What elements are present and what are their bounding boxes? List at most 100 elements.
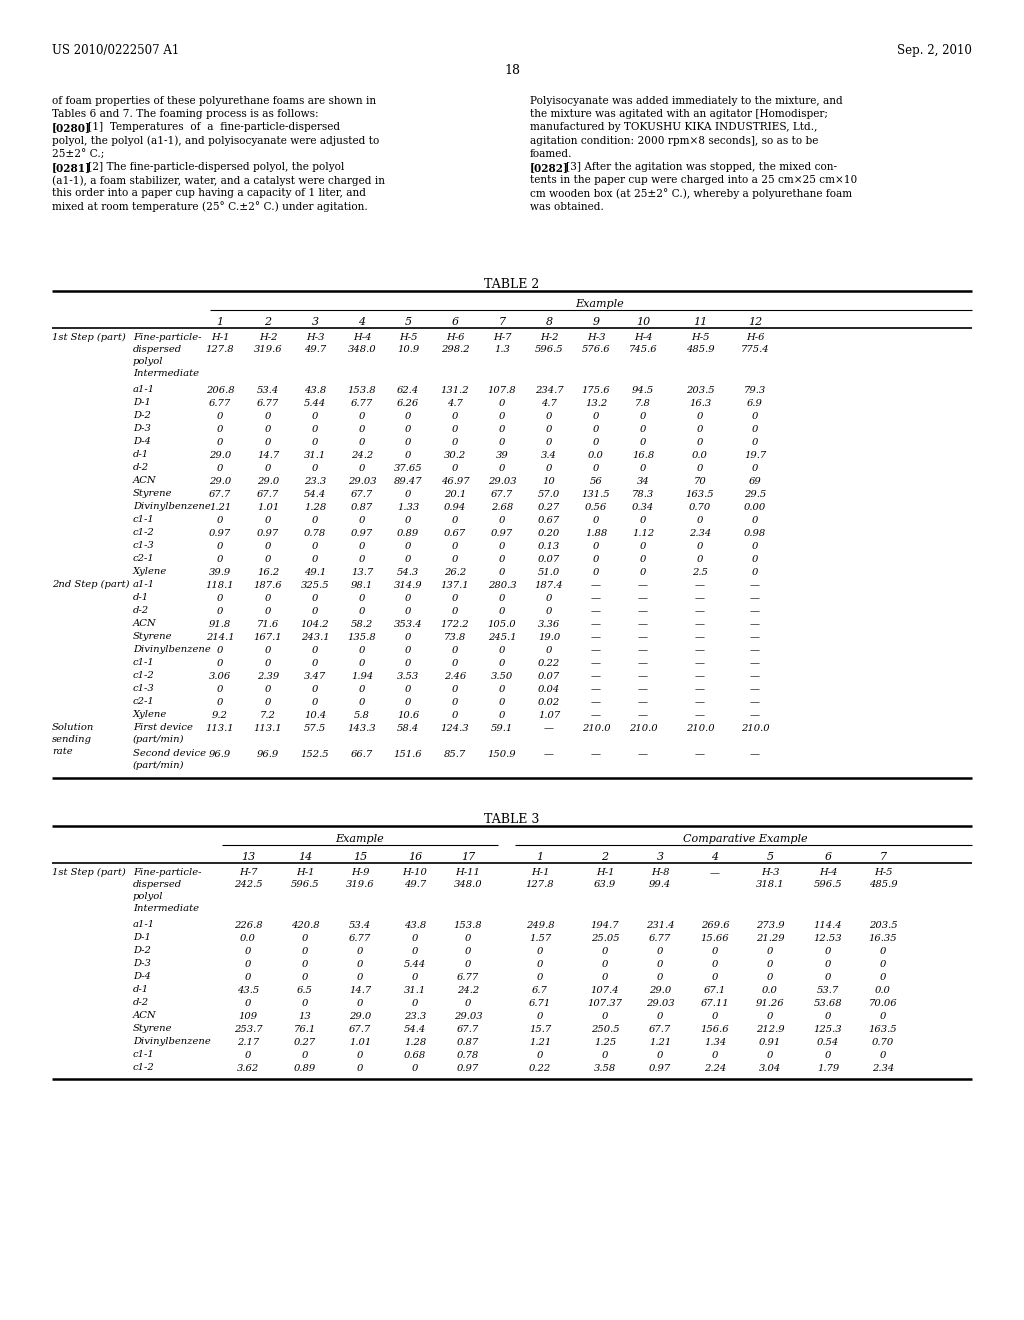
Text: 24.2: 24.2 (457, 986, 479, 995)
Text: 0.54: 0.54 (817, 1038, 839, 1047)
Text: 0: 0 (537, 1012, 543, 1020)
Text: 231.4: 231.4 (646, 921, 675, 931)
Text: 6.26: 6.26 (397, 399, 419, 408)
Text: 0.56: 0.56 (585, 503, 607, 512)
Text: 0.98: 0.98 (743, 529, 766, 539)
Text: 0: 0 (712, 946, 718, 956)
Text: (part/min): (part/min) (133, 762, 184, 770)
Text: 314.9: 314.9 (393, 581, 422, 590)
Text: 0: 0 (824, 973, 831, 982)
Text: 11: 11 (693, 317, 708, 327)
Text: 0: 0 (265, 438, 271, 447)
Text: —: — (695, 620, 705, 630)
Text: —: — (750, 634, 760, 642)
Text: H-8: H-8 (650, 869, 670, 876)
Text: Divinylbenzene: Divinylbenzene (133, 502, 211, 511)
Text: 0: 0 (404, 698, 412, 708)
Text: 0: 0 (593, 554, 599, 564)
Text: 0: 0 (712, 973, 718, 982)
Text: D-2: D-2 (133, 411, 151, 420)
Text: Intermediate: Intermediate (133, 904, 199, 913)
Text: 0: 0 (656, 1012, 664, 1020)
Text: 0: 0 (602, 960, 608, 969)
Text: 29.03: 29.03 (348, 477, 376, 486)
Text: 0.0: 0.0 (240, 935, 256, 942)
Text: H-5: H-5 (691, 333, 710, 342)
Text: 0: 0 (767, 1012, 773, 1020)
Text: 0: 0 (358, 465, 366, 473)
Text: —: — (750, 620, 760, 630)
Text: 1st Step (part): 1st Step (part) (52, 333, 126, 342)
Text: d-1: d-1 (133, 985, 150, 994)
Text: 0: 0 (302, 946, 308, 956)
Text: 0: 0 (358, 438, 366, 447)
Text: 0: 0 (312, 607, 318, 616)
Text: 153.8: 153.8 (348, 385, 376, 395)
Text: 273.9: 273.9 (756, 921, 784, 931)
Text: 0: 0 (404, 425, 412, 434)
Text: c1-1: c1-1 (133, 1049, 155, 1059)
Text: ACN: ACN (133, 1011, 157, 1020)
Text: 1st Step (part): 1st Step (part) (52, 869, 126, 876)
Text: 124.3: 124.3 (440, 723, 469, 733)
Text: [0281]: [0281] (52, 162, 91, 173)
Text: —: — (638, 645, 648, 655)
Text: 10: 10 (543, 477, 555, 486)
Text: 0: 0 (404, 645, 412, 655)
Text: 745.6: 745.6 (629, 345, 657, 354)
Text: Example: Example (575, 300, 625, 309)
Text: 0: 0 (358, 425, 366, 434)
Text: 0.07: 0.07 (538, 554, 560, 564)
Text: 0.22: 0.22 (538, 659, 560, 668)
Text: 163.5: 163.5 (868, 1026, 897, 1034)
Text: 25±2° C.;: 25±2° C.; (52, 149, 104, 158)
Text: was obtained.: was obtained. (530, 202, 604, 211)
Text: —: — (544, 723, 554, 733)
Text: 0: 0 (546, 465, 552, 473)
Text: 243.1: 243.1 (301, 634, 330, 642)
Text: 0.78: 0.78 (304, 529, 326, 539)
Text: —: — (638, 581, 648, 590)
Text: 596.5: 596.5 (814, 880, 843, 888)
Text: 245.1: 245.1 (487, 634, 516, 642)
Text: 0.67: 0.67 (538, 516, 560, 525)
Text: —: — (638, 698, 648, 708)
Text: 43.8: 43.8 (403, 921, 426, 931)
Text: H-4: H-4 (352, 333, 372, 342)
Text: 0: 0 (452, 607, 458, 616)
Text: 5.44: 5.44 (304, 399, 326, 408)
Text: 485.9: 485.9 (868, 880, 897, 888)
Text: agitation condition: 2000 rpm×8 seconds], so as to be: agitation condition: 2000 rpm×8 seconds]… (530, 136, 818, 145)
Text: 0.97: 0.97 (351, 529, 373, 539)
Text: 39: 39 (496, 451, 508, 459)
Text: 0: 0 (312, 698, 318, 708)
Text: 0: 0 (499, 594, 505, 603)
Text: —: — (695, 750, 705, 759)
Text: 0: 0 (593, 543, 599, 550)
Text: 1.07: 1.07 (538, 711, 560, 719)
Text: Styrene: Styrene (133, 632, 172, 642)
Text: 58.2: 58.2 (351, 620, 373, 630)
Text: 107.37: 107.37 (588, 999, 623, 1008)
Text: 6.71: 6.71 (528, 999, 551, 1008)
Text: 0: 0 (602, 1012, 608, 1020)
Text: 210.0: 210.0 (740, 723, 769, 733)
Text: 0: 0 (265, 685, 271, 694)
Text: 76.1: 76.1 (294, 1026, 316, 1034)
Text: 12: 12 (748, 317, 762, 327)
Text: 2.46: 2.46 (443, 672, 466, 681)
Text: 0: 0 (358, 645, 366, 655)
Text: 1: 1 (216, 317, 223, 327)
Text: 8: 8 (546, 317, 553, 327)
Text: 0.27: 0.27 (294, 1038, 316, 1047)
Text: 214.1: 214.1 (206, 634, 234, 642)
Text: 210.0: 210.0 (629, 723, 657, 733)
Text: 29.0: 29.0 (257, 477, 280, 486)
Text: 54.3: 54.3 (397, 568, 419, 577)
Text: 53.7: 53.7 (817, 986, 839, 995)
Text: (a1-1), a foam stabilizer, water, and a catalyst were charged in: (a1-1), a foam stabilizer, water, and a … (52, 176, 385, 186)
Text: 57.5: 57.5 (304, 723, 326, 733)
Text: H-1: H-1 (596, 869, 614, 876)
Text: 3: 3 (311, 317, 318, 327)
Text: 1.88: 1.88 (585, 529, 607, 539)
